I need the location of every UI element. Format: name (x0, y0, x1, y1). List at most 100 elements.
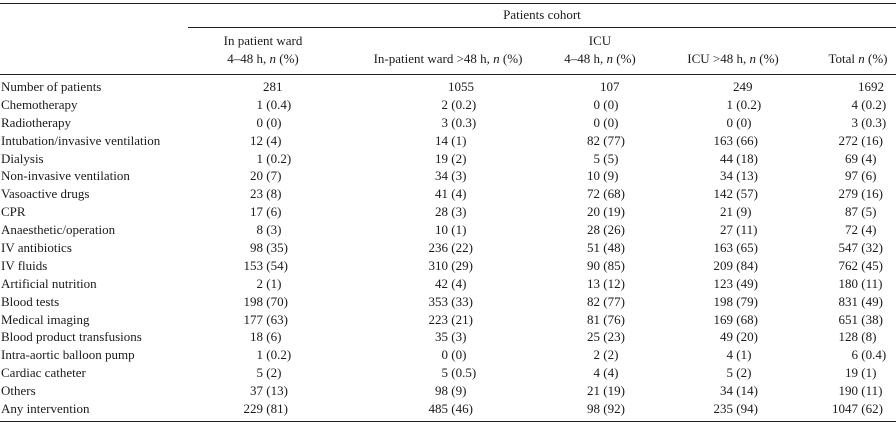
column-header-2: In-patient ward >48 h, n (%) (328, 32, 568, 68)
table-cell: 547 (32) (838, 240, 883, 256)
column-header-line1 (643, 32, 823, 50)
table-cell: 12 (4) (250, 132, 282, 148)
table-row: Dialysis 1 (0.2) 19 (2) 5 (5) 44 (18) 69 (4) (0, 150, 896, 168)
table-cell: 10 (1) (435, 222, 467, 238)
table-row: Radiotherapy 0 (0) 3 (0.3) 0 (0) 0 (0) 3 (0.3… (0, 114, 896, 132)
table-cell: 0 (0) (593, 114, 619, 130)
table-cell: 90 (85) (587, 257, 625, 273)
table-cell: 23 (8) (250, 186, 282, 202)
table-cell: 190 (11) (838, 383, 883, 399)
table-cell: 310 (29) (428, 257, 473, 273)
column-header-line2: 4–48 h, n (%) (564, 51, 636, 66)
table-cell: 128 (8) (838, 329, 877, 345)
table-cell: 169 (68) (713, 311, 758, 327)
table-row: Number of patients 281 1055 107 249 1692 (0, 78, 896, 96)
table-cell: 177 (63) (243, 311, 288, 327)
table-cell: 98 (35) (250, 240, 288, 256)
table-cell: 28 (26) (587, 222, 625, 238)
table-row: Blood tests 198 (70) 353 (33) 82 (77) 198 (7… (0, 293, 896, 311)
table-cell: 72 (4) (845, 222, 877, 238)
table-cell: 51 (48) (587, 240, 625, 256)
table-cell: 69 (4) (845, 150, 877, 166)
table-cell: 0 (0) (256, 114, 282, 130)
table-cell: 2 (2) (593, 347, 619, 363)
table-cell: 229 (81) (243, 401, 288, 417)
table-cell: 236 (22) (428, 240, 473, 256)
table-cell: 1 (0.2) (256, 347, 292, 363)
table-cell: 209 (84) (713, 257, 758, 273)
table-cell: 34 (13) (720, 168, 758, 184)
column-header-line1: ICU (588, 33, 612, 48)
row-label: Intubation/invasive ventilation (1, 132, 161, 148)
table-cell: 3 (0.3) (851, 114, 887, 130)
table-cell: 5 (2) (256, 365, 282, 381)
table-cell: 249 (733, 79, 753, 94)
table-cell: 107 (600, 79, 620, 94)
table-cell: 3 (0.3) (441, 114, 477, 130)
column-header-3: ICU 4–48 h, n (%) (535, 32, 665, 68)
table-cell: 82 (77) (587, 132, 625, 148)
table-cell: 35 (3) (435, 329, 467, 345)
table-cell: 34 (3) (435, 168, 467, 184)
table-cell: 98 (92) (587, 401, 625, 417)
table-cell: 1 (0.4) (256, 96, 292, 112)
column-header-4: ICU >48 h, n (%) (643, 32, 823, 68)
table-cell: 14 (1) (435, 132, 467, 148)
row-label: IV fluids (1, 257, 48, 273)
table-cell: 1692 (858, 79, 884, 94)
table-cell: 17 (6) (250, 204, 282, 220)
table-cell: 87 (5) (845, 204, 877, 220)
table-row: Chemotherapy 1 (0.4) 2 (0.2) 0 (0) 1 (0.2) 4 … (0, 96, 896, 114)
table-cell: 42 (4) (435, 275, 467, 291)
table-cell: 81 (76) (587, 311, 625, 327)
row-label: CPR (1, 204, 26, 220)
top-rule (0, 3, 896, 4)
table-body: Number of patients 281 1055 107 249 1692 Chemo… (0, 78, 896, 418)
row-label: Medical imaging (1, 311, 90, 327)
row-label: Blood product transfusions (1, 329, 142, 345)
table-cell: 1 (0.2) (256, 150, 292, 166)
row-label: Chemotherapy (1, 96, 78, 112)
table-cell: 25 (23) (587, 329, 625, 345)
table-cell: 98 (9) (435, 383, 467, 399)
table-cell: 4 (0.2) (851, 96, 887, 112)
row-label: Blood tests (1, 293, 60, 309)
table-cell: 18 (6) (250, 329, 282, 345)
table-cell: 153 (54) (243, 257, 288, 273)
table-cell: 82 (77) (587, 293, 625, 309)
table-row: CPR 17 (6) 28 (3) 20 (19) 21 (9) 87 (5) (0, 203, 896, 221)
row-label: Cardiac catheter (1, 365, 86, 381)
table-row: Intra-aortic balloon pump 1 (0.2) 0 (0) 2 (… (0, 346, 896, 364)
table-cell: 37 (13) (250, 383, 288, 399)
group-header: Patients cohort (503, 7, 581, 22)
table-cell: 28 (3) (435, 204, 467, 220)
table-row: Artificial nutrition 2 (1) 42 (4) 13 (12) 12… (0, 275, 896, 293)
column-header-line2: Total n (%) (828, 51, 888, 66)
column-header-line2: ICU >48 h, n (%) (687, 51, 779, 66)
column-header-line1 (328, 32, 568, 50)
table-cell: 4 (4) (593, 365, 619, 381)
table-row: Medical imaging 177 (63) 223 (21) 81 (76) 16… (0, 311, 896, 329)
table-cell: 13 (12) (587, 275, 625, 291)
column-header-line2: 4–48 h, n (%) (227, 51, 299, 66)
table-cell: 485 (46) (428, 401, 473, 417)
table-cell: 0 (0) (593, 96, 619, 112)
row-label: Number of patients (1, 79, 102, 94)
column-header-5: Total n (%) (798, 32, 896, 68)
table-cell: 34 (14) (720, 383, 758, 399)
table-row: Blood product transfusions 18 (6) 35 (3) 25… (0, 328, 896, 346)
table-cell: 651 (38) (838, 311, 883, 327)
table-cell: 41 (4) (435, 186, 467, 202)
table-row: Vasoactive drugs 23 (8) 41 (4) 72 (68) 142 (… (0, 185, 896, 203)
table-cell: 5 (2) (726, 365, 752, 381)
table-cell: 5 (5) (593, 150, 619, 166)
column-header-line1: In patient ward (223, 33, 303, 48)
row-label: Artificial nutrition (1, 275, 97, 291)
row-label: Non-invasive ventilation (1, 168, 130, 184)
group-header-rule (188, 27, 896, 28)
bottom-rule (0, 421, 896, 422)
table-row: Any intervention 229 (81) 485 (46) 98 (92) 2… (0, 400, 896, 418)
table-cell: 4 (1) (726, 347, 752, 363)
table-cell: 19 (2) (435, 150, 467, 166)
